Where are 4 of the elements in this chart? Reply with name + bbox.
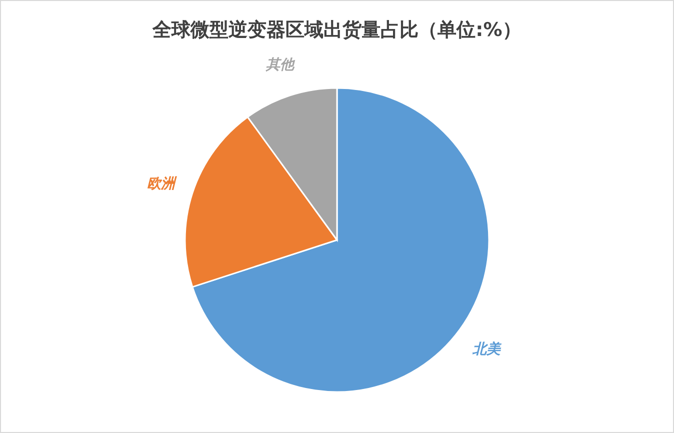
chart-title: 全球微型逆变器区域出货量占比（单位:%）: [152, 19, 522, 41]
slice-label: 北美: [472, 340, 503, 358]
slice-label: 欧洲: [147, 176, 178, 192]
slice-label: 其他: [264, 57, 296, 74]
